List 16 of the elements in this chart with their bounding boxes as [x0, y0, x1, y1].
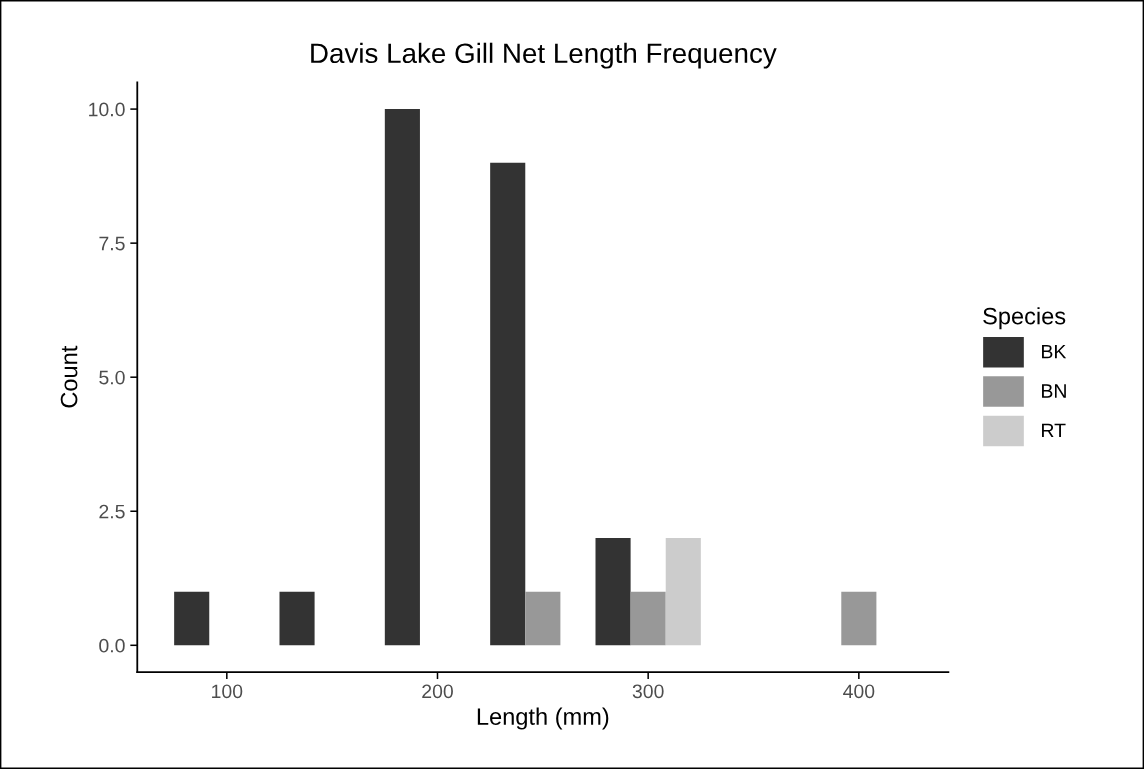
- y-tick-label: 0.0: [99, 638, 125, 653]
- x-tick-label: 100: [212, 684, 243, 699]
- legend-title: Species: [983, 307, 1066, 330]
- y-tick-label: 10.0: [89, 102, 125, 117]
- x-tick-label: 300: [632, 684, 664, 699]
- x-tick-label: 200: [422, 684, 453, 699]
- y-tick-label: 2.5: [99, 504, 125, 519]
- x-tick-label: 400: [843, 684, 875, 699]
- legend-label: RT: [1042, 423, 1066, 438]
- x-axis-title: Length (mm): [477, 707, 609, 730]
- legend-label: BN: [1042, 384, 1066, 398]
- y-tick-label: 5.0: [99, 370, 125, 385]
- y-tick-label: 7.5: [99, 236, 125, 251]
- y-axis-title: Count: [60, 345, 78, 408]
- chart-title: Davis Lake Gill Net Length Frequency: [311, 42, 777, 69]
- legend-label: BK: [1042, 344, 1067, 359]
